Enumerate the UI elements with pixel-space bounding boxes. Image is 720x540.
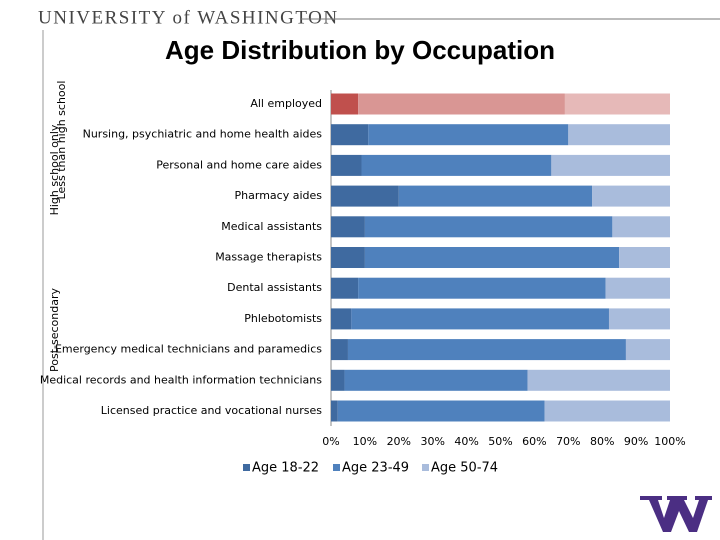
legend-label: Age 50-74	[431, 461, 498, 476]
bar-segment	[347, 339, 626, 361]
group-label: Less than high school	[55, 81, 68, 200]
bar-segment	[344, 369, 528, 391]
bar-segment	[331, 369, 345, 391]
bar-segment	[364, 216, 613, 238]
header: UNIVERSITY of WASHINGTON	[38, 7, 339, 28]
x-tick-label: 100%	[654, 435, 685, 448]
bar-segment	[592, 185, 670, 207]
bar-segment	[368, 124, 569, 146]
x-tick-label: 30%	[420, 435, 444, 448]
category-label: Nursing, psychiatric and home health aid…	[83, 128, 323, 141]
x-tick-label: 20%	[387, 435, 411, 448]
category-label: Medical records and health information t…	[40, 373, 322, 386]
x-tick-label: 50%	[488, 435, 512, 448]
bar-segment	[331, 247, 365, 268]
x-tick-label: 80%	[590, 435, 614, 448]
x-tick-label: 0%	[322, 435, 339, 448]
bar-segment	[608, 308, 670, 330]
category-label: Phlebotomists	[244, 312, 322, 325]
bar-segment	[331, 124, 369, 146]
legend-swatch	[243, 464, 250, 471]
bar-segment	[331, 339, 348, 361]
bar-segment	[331, 93, 359, 115]
x-tick-label: 10%	[353, 435, 377, 448]
bar-segment	[331, 154, 362, 176]
category-label: Licensed practice and vocational nurses	[101, 404, 322, 417]
bar-segment	[337, 400, 545, 422]
legend-label: Age 23-49	[342, 461, 409, 476]
bar-segment	[331, 185, 399, 207]
bar-segment	[331, 277, 359, 299]
bar-segment	[364, 247, 620, 268]
logo	[640, 496, 712, 532]
bar-segment	[612, 216, 670, 238]
bar-segment	[527, 369, 670, 391]
legend-label: Age 18-22	[252, 461, 319, 476]
x-tick-label: 40%	[454, 435, 478, 448]
category-label: All employed	[250, 97, 322, 110]
bar-segment	[361, 154, 552, 176]
chart-title: Age Distribution by Occupation	[165, 35, 555, 65]
x-tick-label: 70%	[556, 435, 580, 448]
bar-segment	[568, 124, 670, 146]
bar-segment	[331, 400, 338, 422]
category-label: Personal and home care aides	[156, 158, 322, 171]
legend-swatch	[333, 464, 340, 471]
x-tick-label: 60%	[522, 435, 546, 448]
bar-segment	[544, 400, 670, 422]
group-label: High school only	[48, 124, 61, 215]
bar-segment	[551, 154, 670, 176]
category-label: Emergency medical technicians and parame…	[55, 343, 322, 356]
bar-segment	[358, 93, 565, 115]
bar-segment	[619, 247, 670, 268]
category-label: Dental assistants	[227, 281, 322, 294]
bar-segment	[605, 277, 670, 299]
category-label: Pharmacy aides	[235, 189, 323, 202]
bar-segment	[398, 185, 593, 207]
bar-segment	[564, 93, 670, 115]
category-label: Medical assistants	[221, 220, 322, 233]
x-tick-label: 90%	[624, 435, 648, 448]
bar-segment	[331, 308, 352, 330]
category-label: Massage therapists	[215, 251, 322, 264]
bar-segment	[625, 339, 670, 361]
group-label: Post-secondary	[48, 288, 61, 372]
bar-segment	[351, 308, 609, 330]
bar-segment	[358, 277, 606, 299]
bar-segment	[331, 216, 365, 238]
legend-swatch	[422, 464, 429, 471]
